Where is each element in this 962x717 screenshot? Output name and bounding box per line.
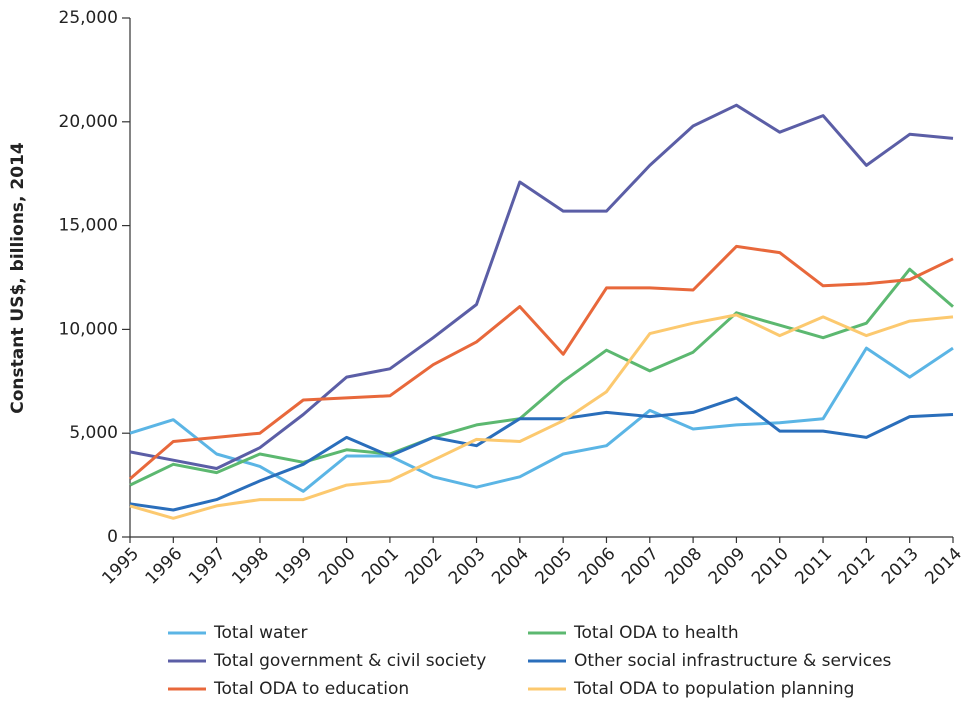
y-tick-label: 10,000 bbox=[59, 319, 118, 339]
x-tick-label: 2013 bbox=[878, 544, 923, 589]
y-tick-label: 5,000 bbox=[69, 423, 118, 443]
x-tick-label: 2010 bbox=[748, 544, 793, 589]
series-line bbox=[129, 396, 954, 512]
x-tick-label: 1999 bbox=[272, 544, 317, 589]
y-tick-label: 20,000 bbox=[59, 112, 118, 132]
x-tick-label: 2012 bbox=[835, 544, 880, 589]
legend-label: Total ODA to health bbox=[573, 623, 739, 643]
x-tick-label: 1997 bbox=[185, 544, 230, 589]
x-tick-label: 2000 bbox=[315, 544, 360, 589]
y-axis-label: Constant US$, billions, 2014 bbox=[8, 142, 28, 414]
x-tick-label: 1998 bbox=[228, 544, 273, 589]
legend-label: Other social infrastructure & services bbox=[574, 651, 892, 671]
legend-label: Total ODA to population planning bbox=[573, 679, 854, 699]
x-tick-label: 2014 bbox=[921, 544, 962, 589]
x-tick-label: 1995 bbox=[98, 544, 143, 589]
series-line bbox=[129, 103, 954, 470]
series-line bbox=[129, 244, 954, 481]
legend-label: Total water bbox=[213, 623, 308, 643]
x-tick-label: 2005 bbox=[531, 544, 576, 589]
x-tick-label: 1996 bbox=[142, 544, 187, 589]
series-line bbox=[129, 267, 954, 487]
x-tick-label: 2004 bbox=[488, 544, 533, 589]
x-tick-label: 2006 bbox=[575, 544, 620, 589]
y-tick-label: 25,000 bbox=[59, 8, 118, 28]
y-tick-label: 0 bbox=[107, 527, 118, 547]
y-tick-label: 15,000 bbox=[59, 216, 118, 236]
legend-label: Total ODA to education bbox=[213, 679, 409, 699]
series-line bbox=[129, 346, 954, 493]
x-tick-label: 2002 bbox=[402, 544, 447, 589]
x-tick-label: 2003 bbox=[445, 544, 490, 589]
x-tick-label: 2007 bbox=[618, 544, 663, 589]
x-tick-label: 2001 bbox=[358, 544, 403, 589]
legend-label: Total government & civil society bbox=[213, 651, 486, 671]
x-tick-label: 2008 bbox=[661, 544, 706, 589]
x-tick-label: 2009 bbox=[705, 544, 750, 589]
x-tick-label: 2011 bbox=[791, 544, 836, 589]
series-line bbox=[129, 313, 954, 520]
